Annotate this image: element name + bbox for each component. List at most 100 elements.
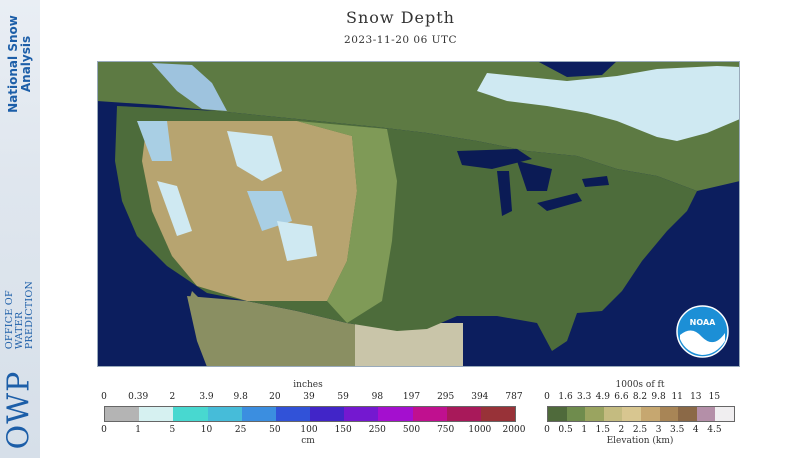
- snow-top-tick-2: 2: [169, 392, 176, 402]
- elevation-top-tick-7: 11: [671, 392, 683, 402]
- elevation-color-bar: [547, 406, 735, 422]
- elevation-swatch-0: [548, 407, 567, 421]
- snow-unit-cm: cm: [301, 436, 315, 446]
- elevation-swatch-4: [622, 407, 641, 421]
- snow-swatch-4: [241, 407, 276, 421]
- snow-top-tick-10: 295: [437, 392, 455, 402]
- elevation-bottom-tick-9: 4.5: [707, 425, 722, 435]
- noaa-logo-text: NOAA: [690, 318, 716, 327]
- snow-top-tick-0: 0: [101, 392, 107, 402]
- lake-michigan: [497, 171, 512, 216]
- snow-swatch-8: [378, 407, 413, 421]
- great-plains: [297, 121, 397, 323]
- snow-bottom-tick-9: 500: [402, 425, 421, 435]
- elevation-top-tick-3: 4.9: [595, 392, 610, 402]
- elevation-bottom-tick-0: 0: [544, 425, 550, 435]
- snow-depth-map: [97, 61, 740, 367]
- snow-swatch-6: [310, 407, 345, 421]
- snow-top-tick-7: 59: [337, 392, 349, 402]
- snow-bottom-tick-8: 250: [368, 425, 386, 435]
- snow-top-tick-12: 787: [505, 392, 523, 402]
- snow-depth-legend: inches 0 0.39 2 3.9 9.8 20 39 59 98 197 295 394 787 …: [95, 380, 535, 450]
- snow-unit-inches: inches: [293, 380, 323, 390]
- snow-bottom-tick-4: 25: [234, 425, 247, 435]
- elevation-swatch-2: [585, 407, 604, 421]
- hudson-bay: [537, 61, 617, 77]
- snow-bottom-tick-0: 0: [101, 425, 107, 435]
- lake-superior: [457, 149, 532, 169]
- elevation-bottom-tick-5: 2.5: [632, 425, 648, 435]
- lake-erie: [537, 193, 582, 211]
- snow-color-bar: [104, 406, 516, 422]
- rockies-canada-snow: [152, 63, 227, 111]
- rockies-snow-north: [227, 131, 282, 181]
- baja: [189, 291, 237, 367]
- lake-ontario: [582, 176, 609, 187]
- snow-bottom-tick-2: 5: [169, 425, 176, 435]
- snow-top-tick-6: 39: [303, 392, 315, 402]
- lake-huron: [517, 161, 552, 191]
- mexico-gray: [355, 323, 463, 367]
- snow-swatch-0: [105, 407, 140, 421]
- owp-logo: OWP: [1, 370, 37, 450]
- map-title: Snow Depth: [346, 8, 455, 27]
- rockies-snow-colorado: [277, 221, 317, 261]
- snow-top-tick-11: 394: [471, 392, 489, 402]
- elevation-top-tick-9: 15: [708, 392, 721, 402]
- elevation-swatch-6: [659, 407, 679, 421]
- elevation-top-tick-0: 0: [544, 392, 550, 402]
- snow-bottom-tick-1: 1: [135, 425, 142, 435]
- snow-swatch-9: [412, 407, 447, 421]
- cascade-snow: [137, 121, 172, 161]
- snow-top-tick-9: 197: [402, 392, 421, 402]
- snow-swatch-2: [173, 407, 208, 421]
- snow-bottom-tick-11: 1000: [468, 425, 492, 435]
- elevation-swatch-7: [678, 407, 697, 421]
- elevation-bottom-tick-1: 0.5: [558, 425, 573, 435]
- sierra-snow: [157, 181, 192, 236]
- snow-bottom-tick-6: 100: [300, 425, 318, 435]
- elevation-top-tick-6: 9.8: [651, 392, 666, 402]
- elevation-unit-km: Elevation (km): [606, 436, 674, 446]
- snow-top-tick-3: 3.9: [199, 392, 214, 402]
- elevation-bottom-tick-7: 3.5: [670, 425, 685, 435]
- elevation-swatch-3: [603, 407, 623, 421]
- elevation-unit-ft: 1000s of ft: [615, 380, 665, 390]
- snow-top-tick-8: 98: [371, 392, 384, 402]
- snow-top-tick-4: 9.8: [233, 392, 248, 402]
- snow-swatch-5: [275, 407, 311, 421]
- elevation-swatch-8: [696, 407, 716, 421]
- snow-top-tick-5: 20: [269, 392, 281, 402]
- elevation-bottom-tick-4: 2: [618, 425, 625, 435]
- snow-swatch-11: [480, 407, 516, 421]
- elevation-top-tick-1: 1.6: [558, 392, 573, 402]
- elevation-top-tick-8: 13: [690, 392, 702, 402]
- elevation-top-tick-2: 3.3: [577, 392, 592, 402]
- elevation-bottom-tick-2: 1: [581, 425, 588, 435]
- snow-bottom-tick-12: 2000: [502, 425, 526, 435]
- snow-swatch-3: [207, 407, 242, 421]
- elevation-bottom-tick-6: 3: [655, 425, 662, 435]
- elevation-bottom-tick-3: 1.5: [595, 425, 610, 435]
- snow-bottom-tick-10: 750: [437, 425, 455, 435]
- snow-swatch-10: [446, 407, 481, 421]
- snow-bottom-tick-7: 150: [334, 425, 352, 435]
- elevation-swatch-5: [640, 407, 660, 421]
- rockies-snow-wyoming: [247, 191, 292, 231]
- elevation-swatch-9: [715, 407, 734, 421]
- noaa-logo: NOAA: [676, 305, 729, 358]
- elevation-top-tick-5: 8.2: [632, 392, 648, 402]
- canada-snow: [477, 66, 740, 141]
- elevation-swatch-1: [566, 407, 586, 421]
- office-of-water-prediction-label: OFFICE OF WATER PREDICTION: [4, 280, 35, 350]
- national-snow-analysis-label: National Snow Analysis: [6, 15, 33, 113]
- elevation-bottom-tick-8: 4: [692, 425, 699, 435]
- snow-swatch-7: [344, 407, 379, 421]
- brand-strip: National Snow Analysis OFFICE OF WATER P…: [0, 0, 40, 458]
- map-timestamp: 2023-11-20 06 UTC: [344, 34, 457, 46]
- snow-bottom-tick-3: 10: [200, 425, 213, 435]
- elevation-top-tick-4: 6.6: [614, 392, 629, 402]
- snow-bottom-tick-5: 50: [269, 425, 281, 435]
- snow-top-tick-1: 0.39: [128, 392, 149, 402]
